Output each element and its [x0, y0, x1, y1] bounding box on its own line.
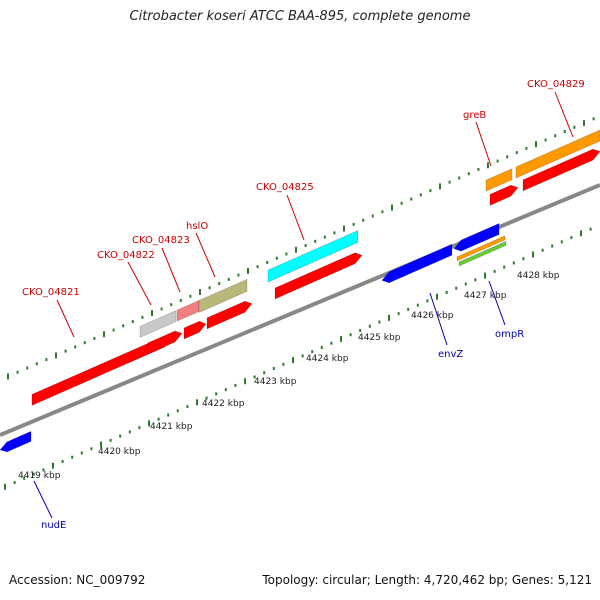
- cds-block-cko-04822: [147, 330, 183, 355]
- axis-tick-label: 4424 kbp: [306, 354, 349, 364]
- upper-dotted-ruler: [7, 117, 595, 380]
- feature-block-orange-cko04829: [515, 129, 600, 179]
- axis-tick-label: 4423 kbp: [254, 377, 297, 387]
- gene-labels: CKO_04821 CKO_04822 CKO_04823 hslO CKO_04825…: [22, 79, 585, 531]
- genome-backbone: [0, 183, 600, 437]
- gene-label-nude: nudE: [41, 520, 66, 531]
- axis-tick-label: 4422 kbp: [202, 399, 245, 409]
- gene-label-envz: envZ: [438, 349, 463, 360]
- cds-block-envz: [381, 243, 453, 284]
- axis-tick-label: 4427 kbp: [464, 291, 507, 301]
- axis-tick-labels: 4419 kbp 4420 kbp 4421 kbp 4422 kbp 4423 kbp…: [18, 271, 560, 481]
- axis-tick-label: 4419 kbp: [18, 471, 61, 481]
- cds-block-cko-04825: [274, 252, 363, 300]
- gene-label-cko-04822: CKO_04822: [97, 250, 155, 261]
- feature-blocks: [0, 129, 600, 453]
- gene-label-ompr: ompR: [495, 329, 524, 340]
- feature-block-olive: [198, 278, 248, 313]
- cds-block-nude: [0, 430, 32, 453]
- cds-block-ompr: [453, 222, 500, 252]
- feature-strip-orange-ompr: [456, 235, 506, 262]
- axis-tick-label: 4421 kbp: [150, 422, 193, 432]
- accession-text: Accession: NC_009792: [9, 573, 146, 587]
- leader-line-cko-04821: [56, 299, 75, 338]
- feature-strip-green-ompr: [458, 240, 507, 267]
- cds-block-hslo: [206, 300, 253, 330]
- feature-block-pink: [176, 299, 200, 322]
- leader-line-cko-04822: [127, 261, 152, 306]
- gene-label-greb: greB: [463, 110, 486, 121]
- leader-line-cko-04823: [161, 247, 181, 293]
- lower-dotted-ruler: [4, 227, 592, 490]
- cds-block-greb: [489, 184, 519, 206]
- feature-block-cyan: [267, 230, 359, 283]
- feature-block-orange-greb: [485, 168, 513, 192]
- leader-line-ompr: [488, 280, 506, 326]
- leader-line-cko-04825: [286, 194, 305, 241]
- axis-tick-label: 4420 kbp: [98, 447, 141, 457]
- leader-line-cko-04829: [554, 91, 574, 138]
- feature-block-gray: [139, 310, 177, 338]
- cds-block-cko-04823: [183, 320, 207, 340]
- axis-tick-label: 4425 kbp: [358, 333, 401, 343]
- leader-line-greb: [475, 121, 492, 167]
- cds-block-cko-04829: [522, 148, 600, 192]
- leader-line-hslo: [195, 232, 216, 278]
- gene-label-hslo: hslO: [186, 221, 208, 232]
- axis-tick-label: 4426 kbp: [411, 311, 454, 321]
- genome-summary-text: Topology: circular; Length: 4,720,462 bp…: [262, 573, 592, 587]
- gene-label-cko-04823: CKO_04823: [132, 235, 190, 246]
- map-title: Citrobacter koseri ATCC BAA-895, complet…: [129, 9, 471, 24]
- backbone-line: [0, 183, 600, 437]
- gene-label-cko-04821: CKO_04821: [22, 287, 80, 298]
- leader-line-envz: [429, 292, 448, 346]
- gene-label-cko-04829: CKO_04829: [527, 79, 585, 90]
- leader-line-nude: [33, 480, 53, 519]
- gene-label-cko-04825: CKO_04825: [256, 182, 314, 193]
- axis-tick-label: 4428 kbp: [517, 271, 560, 281]
